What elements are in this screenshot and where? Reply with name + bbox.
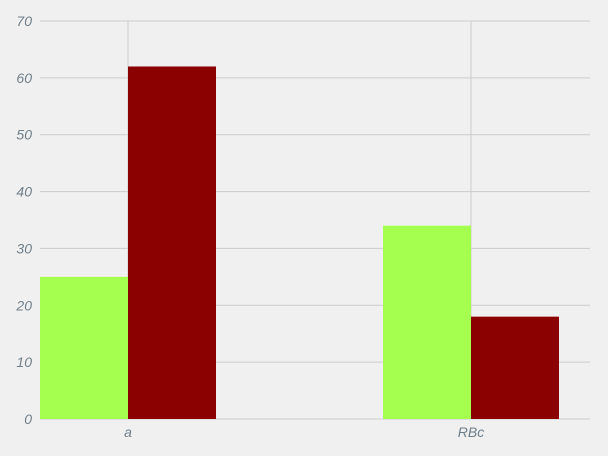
x-axis-category-labels: a RBc bbox=[124, 424, 484, 440]
y-tick-label: 40 bbox=[16, 184, 32, 200]
y-tick-label: 50 bbox=[16, 127, 32, 143]
y-tick-label: 0 bbox=[24, 411, 32, 427]
y-axis-tick-labels: 0 10 20 30 40 50 60 70 bbox=[15, 13, 32, 427]
y-tick-label: 70 bbox=[16, 13, 32, 29]
y-tick-label: 10 bbox=[16, 354, 32, 370]
bar-a-series-1 bbox=[40, 276, 128, 419]
y-tick-label: 20 bbox=[15, 297, 32, 313]
bar-a-series-2 bbox=[128, 66, 216, 419]
bar-RBc-series-1 bbox=[383, 225, 471, 419]
bars bbox=[40, 66, 559, 419]
bar-RBc-series-2 bbox=[471, 316, 559, 419]
x-category-label: a bbox=[124, 424, 132, 440]
y-tick-label: 30 bbox=[16, 240, 32, 256]
x-category-label: RBc bbox=[458, 424, 484, 440]
y-tick-label: 60 bbox=[16, 70, 32, 86]
